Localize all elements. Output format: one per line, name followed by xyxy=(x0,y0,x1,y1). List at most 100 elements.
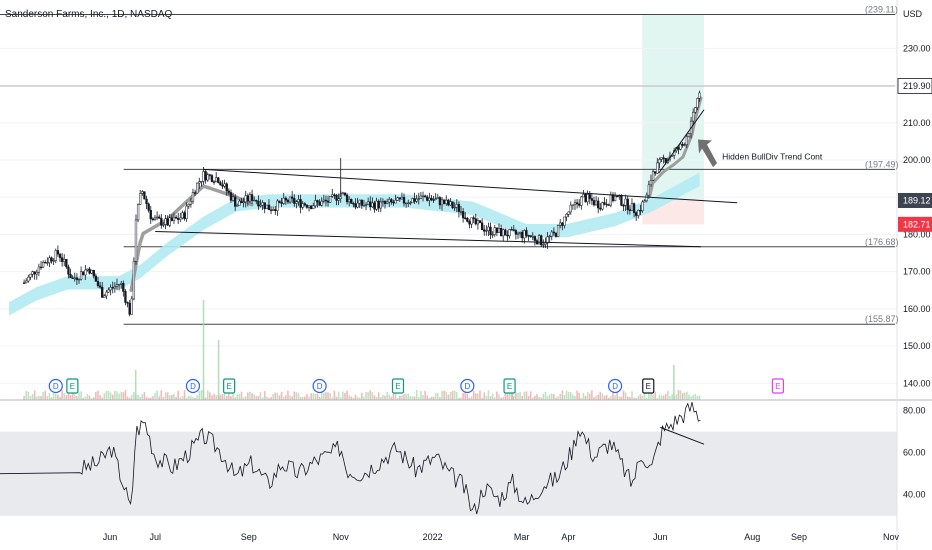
volume-bar xyxy=(451,391,454,400)
candle-body xyxy=(107,289,110,293)
volume-bar xyxy=(616,390,618,400)
candle-body xyxy=(516,232,520,235)
candle-body xyxy=(400,196,404,200)
candle-body xyxy=(326,200,330,203)
candle-body xyxy=(575,202,579,205)
candle-body xyxy=(643,200,646,203)
candle-body xyxy=(512,229,515,231)
volume-bar xyxy=(415,390,418,400)
candle-body xyxy=(626,198,629,210)
candle-body xyxy=(280,202,283,204)
candle-body xyxy=(459,211,463,213)
candle-body xyxy=(677,147,680,150)
candle-body xyxy=(487,226,490,231)
volume-bar xyxy=(394,391,397,400)
volume-bar xyxy=(295,391,298,400)
earnings-marker[interactable]: E xyxy=(503,378,516,394)
earnings-icon xyxy=(223,378,236,394)
candle-body xyxy=(578,203,581,206)
earnings-marker[interactable]: E xyxy=(391,378,405,394)
earnings-marker[interactable]: E xyxy=(771,378,785,394)
candle-body xyxy=(426,196,429,201)
candle-body xyxy=(483,229,486,232)
candle-body xyxy=(79,271,83,280)
candle-body xyxy=(25,280,28,284)
volume-bar xyxy=(223,392,226,400)
candle-body xyxy=(398,197,401,200)
rsi-axis[interactable]: 40.00 60.00 80.00 xyxy=(903,406,926,500)
candle-body xyxy=(261,202,264,206)
candle-body xyxy=(489,226,492,236)
dividend-marker[interactable]: D xyxy=(460,378,475,394)
volume-bar xyxy=(574,396,576,400)
volume-bar xyxy=(253,394,255,400)
volume-bar xyxy=(25,390,28,400)
volume-bar xyxy=(185,397,188,400)
candle-body xyxy=(215,177,218,183)
candle-body xyxy=(132,261,136,300)
volume-bar xyxy=(344,393,346,400)
candle-body xyxy=(48,257,51,263)
volume-bar xyxy=(449,391,452,400)
earnings-marker[interactable]: E xyxy=(223,378,236,394)
volume-bar xyxy=(259,392,262,400)
candle-body xyxy=(480,222,484,230)
candle-body xyxy=(303,203,306,206)
candle-body xyxy=(242,201,245,204)
volume-bar xyxy=(529,391,532,400)
volume-bar xyxy=(228,391,230,400)
candle-body xyxy=(105,291,108,297)
volume-bar xyxy=(103,393,106,400)
volume-bar xyxy=(69,395,72,400)
candle-body xyxy=(324,199,328,202)
earnings-marker[interactable]: E xyxy=(642,378,655,394)
candle-body xyxy=(447,199,450,206)
dividend-marker[interactable]: D xyxy=(607,378,623,394)
volume-bar xyxy=(88,395,91,400)
candle-body xyxy=(506,234,509,237)
candle-body xyxy=(641,201,644,211)
level-price-label: (155.87) xyxy=(865,314,899,324)
currency-label[interactable]: USD xyxy=(903,9,923,19)
candle-body xyxy=(584,194,587,203)
volume-bar xyxy=(293,391,296,400)
candle-body xyxy=(377,200,380,209)
volume-bar xyxy=(33,390,36,400)
candle-body xyxy=(360,199,363,206)
volume-bar xyxy=(152,396,154,400)
volume-bar xyxy=(462,392,464,400)
candle-body xyxy=(82,271,85,276)
volume-bar xyxy=(238,394,241,400)
volume-bar xyxy=(546,396,549,400)
earnings-icon xyxy=(503,378,516,394)
volume-bar xyxy=(654,391,656,400)
candle-body xyxy=(409,202,412,204)
volume-bar xyxy=(487,390,490,400)
candle-body xyxy=(331,194,334,197)
candle-body xyxy=(109,287,112,291)
volume-bar xyxy=(453,390,456,400)
candle-body xyxy=(158,216,161,219)
time-tick-label: Nov xyxy=(333,532,350,542)
candle-body xyxy=(561,222,564,226)
candle-body xyxy=(67,266,70,275)
volume-bar xyxy=(538,396,540,400)
candle-body xyxy=(151,218,155,220)
candle-body xyxy=(352,203,355,205)
volume-bar xyxy=(310,393,312,400)
volume-bar xyxy=(304,396,306,400)
candle-body xyxy=(632,203,636,213)
candle-body xyxy=(236,205,239,207)
volume-bar xyxy=(447,394,450,400)
candle-body xyxy=(449,201,452,206)
volume-bar xyxy=(80,391,82,400)
time-axis[interactable]: Jun Jul Sep Nov 2022 Mar Apr Jun Aug Sep Nov xyxy=(103,532,900,542)
dividend-marker[interactable]: D xyxy=(312,378,327,394)
candle-body xyxy=(692,111,695,122)
volume-bar xyxy=(352,397,355,400)
dividend-marker[interactable]: D xyxy=(185,378,201,394)
earnings-marker[interactable]: E xyxy=(66,378,79,394)
volume-bar xyxy=(474,393,477,400)
dividend-marker[interactable]: D xyxy=(48,378,63,394)
